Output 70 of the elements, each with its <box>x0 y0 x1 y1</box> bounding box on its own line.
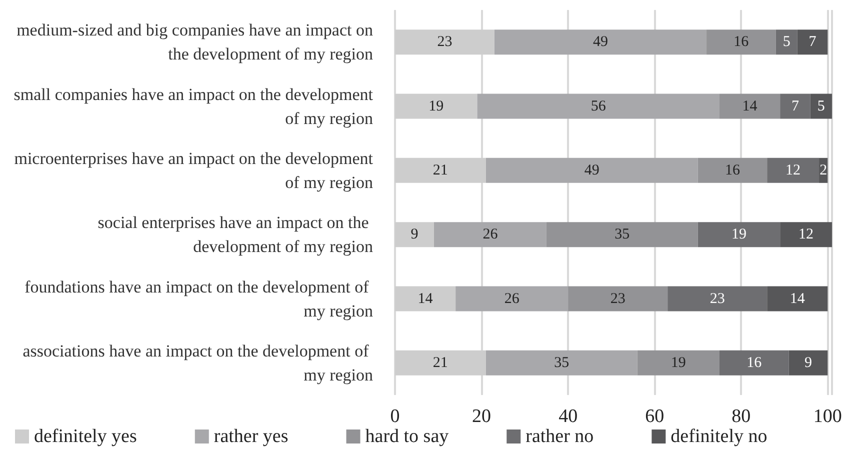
data-label: 7 <box>791 98 800 114</box>
bar <box>698 158 768 183</box>
bar <box>546 222 698 248</box>
data-label: 21 <box>432 354 448 371</box>
bar <box>780 222 832 248</box>
y-tick-label: social enterprises have an impact on the development of my region <box>98 213 374 256</box>
data-label: 14 <box>790 290 806 307</box>
x-tick-label: 20 <box>472 406 492 427</box>
data-label: 26 <box>482 226 498 243</box>
data-label: 5 <box>817 98 825 114</box>
legend-label: definitely yes <box>34 426 137 447</box>
data-label: 2 <box>820 162 828 178</box>
data-label: 16 <box>746 354 762 371</box>
bar <box>698 222 780 248</box>
y-tick-label: microenterprises have an impact on the development of my region <box>14 148 374 192</box>
data-label: 19 <box>428 98 444 114</box>
bar <box>494 30 707 55</box>
bar <box>788 350 828 376</box>
y-tick-label: associations have an impact on the development of my region <box>22 341 374 384</box>
bar <box>434 222 546 248</box>
bar <box>486 158 698 183</box>
data-label: 14 <box>418 290 434 307</box>
legend-label: definitely no <box>670 426 768 447</box>
data-label: 23 <box>437 34 452 50</box>
x-tick-label: 100 <box>813 406 842 427</box>
data-label: 16 <box>734 34 750 50</box>
legend-label: rather yes <box>214 426 288 447</box>
x-tick-label: 80 <box>732 406 751 427</box>
data-label: 9 <box>804 354 812 371</box>
data-label: 35 <box>554 354 570 371</box>
bar <box>810 94 832 119</box>
data-label: 16 <box>724 162 740 178</box>
bar <box>706 30 776 55</box>
y-tick-label: foundations have an impact on the development of my region <box>24 277 374 320</box>
data-label: 49 <box>584 162 600 178</box>
data-label: 49 <box>593 34 608 50</box>
data-label: 56 <box>590 98 606 114</box>
y-tick-label: medium-sized and big companies have an impact on the development of my region <box>16 20 374 64</box>
data-label: 23 <box>710 290 725 307</box>
data-label: 19 <box>670 354 686 371</box>
bar <box>486 350 638 376</box>
bar <box>780 94 810 119</box>
data-label: 5 <box>782 34 790 50</box>
x-tick-label: 0 <box>390 406 400 427</box>
data-label: 9 <box>410 226 418 243</box>
data-label: 19 <box>731 226 746 243</box>
x-tick-label: 40 <box>558 406 578 427</box>
data-label: 23 <box>610 290 626 307</box>
bar <box>797 30 828 55</box>
x-tick-label: 60 <box>645 406 664 427</box>
bar <box>668 286 768 312</box>
bar <box>767 158 820 183</box>
data-label: 21 <box>432 162 448 178</box>
bar <box>767 286 828 312</box>
legend-label: rather no <box>526 426 594 447</box>
data-label: 12 <box>798 226 814 243</box>
data-label: 14 <box>742 98 758 114</box>
data-label: 7 <box>808 34 817 50</box>
bar <box>456 286 568 312</box>
bar <box>568 286 668 312</box>
legend-label: hard to say <box>365 426 450 447</box>
bar <box>637 350 720 376</box>
bar <box>720 94 780 119</box>
data-label: 26 <box>504 290 520 307</box>
bar <box>720 350 789 376</box>
data-label: 35 <box>614 226 630 243</box>
bar <box>776 30 798 55</box>
bar <box>477 94 720 119</box>
y-tick-label: small companies have an impact on the development of my region <box>14 84 374 128</box>
data-label: 12 <box>786 162 801 178</box>
